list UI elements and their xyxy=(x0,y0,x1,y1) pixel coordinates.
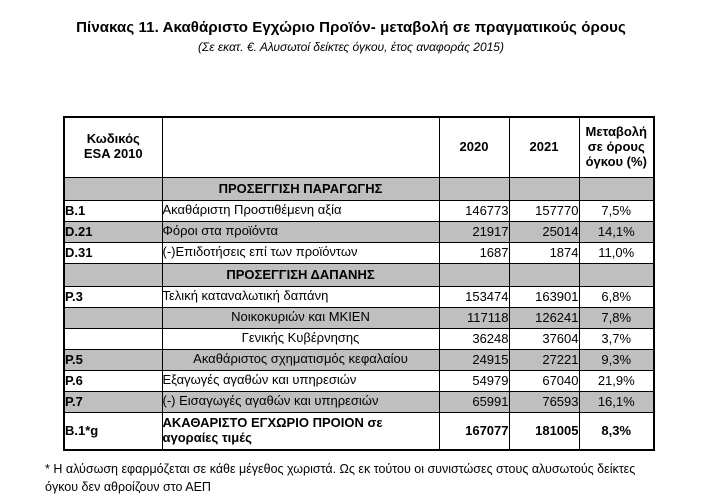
table-row: P.6 Εξαγωγές αγαθών και υπηρεσιών 54979 … xyxy=(63,369,655,392)
change-cell: 21,9% xyxy=(578,369,655,392)
description-cell: Φόροι στα προϊόντα xyxy=(161,220,440,243)
value-2021-cell xyxy=(508,176,580,201)
change-cell: 16,1% xyxy=(578,390,655,413)
value-2020-cell: 54979 xyxy=(438,369,510,392)
value-2021-cell: 157770 xyxy=(508,199,580,222)
esa-code-cell: P.5 xyxy=(63,348,163,371)
page-subtitle: (Σε εκατ. €. Αλυσωτοί δείκτες όγκου, έτο… xyxy=(198,40,504,54)
table-row: D.21 Φόροι στα προϊόντα 21917 25014 14,1… xyxy=(63,220,655,243)
description-cell: Νοικοκυριών και ΜΚΙΕΝ xyxy=(161,306,440,329)
value-2020-cell: 36248 xyxy=(438,327,510,350)
header-description xyxy=(161,116,440,178)
table-row: Γενικής Κυβέρνησης 36248 37604 3,7% xyxy=(63,327,655,350)
value-2020-cell xyxy=(438,262,510,287)
esa-code-cell xyxy=(63,306,163,329)
table-row: P.5 Ακαθάριστος σχηματισμός κεφαλαίου 24… xyxy=(63,348,655,371)
description-cell: (-) Εισαγωγές αγαθών και υπηρεσιών xyxy=(161,390,440,413)
value-2020-cell: 24915 xyxy=(438,348,510,371)
esa-code-cell: P.6 xyxy=(63,369,163,392)
gdp-total-row: B.1*g ΑΚΑΘΑΡΙΣΤΟ ΕΓΧΩΡΙΟ ΠΡΟΙΟΝ σε αγορα… xyxy=(63,411,655,451)
change-cell: 7,5% xyxy=(578,199,655,222)
value-2021-cell xyxy=(508,262,580,287)
esa-code-cell xyxy=(63,176,163,201)
page-title: Πίνακας 11. Ακαθάριστο Εγχώριο Προϊόν- μ… xyxy=(76,19,626,36)
footnote: * Η αλύσωση εφαρμόζεται σε κάθε μέγεθος … xyxy=(45,462,636,495)
description-cell: Ακαθάριστη Προστιθέμενη αξία xyxy=(161,199,440,222)
esa-code-cell: P.3 xyxy=(63,285,163,308)
change-cell: 7,8% xyxy=(578,306,655,329)
section-label: ΠΡΟΣΕΓΓΙΣΗ ΔΑΠΑΝΗΣ xyxy=(161,262,440,287)
section-label: ΠΡΟΣΕΓΓΙΣΗ ΠΑΡΑΓΩΓΗΣ xyxy=(161,176,440,201)
esa-code-cell: D.31 xyxy=(63,241,163,264)
esa-code-cell xyxy=(63,327,163,350)
change-cell: 3,7% xyxy=(578,327,655,350)
value-2020-cell: 153474 xyxy=(438,285,510,308)
value-2021-cell: 163901 xyxy=(508,285,580,308)
header-2021: 2021 xyxy=(508,116,580,178)
value-2020-cell: 1687 xyxy=(438,241,510,264)
description-cell: ΑΚΑΘΑΡΙΣΤΟ ΕΓΧΩΡΙΟ ΠΡΟΙΟΝ σε αγοραίες τι… xyxy=(161,411,440,451)
description-cell: Τελική καταναλωτική δαπάνη xyxy=(161,285,440,308)
change-cell: 8,3% xyxy=(578,411,655,451)
description-cell: Ακαθάριστος σχηματισμός κεφαλαίου xyxy=(161,348,440,371)
description-cell: Γενικής Κυβέρνησης xyxy=(161,327,440,350)
value-2020-cell xyxy=(438,176,510,201)
table-row: D.31 (-)Επιδοτήσεις επί των προϊόντων 16… xyxy=(63,241,655,264)
gdp-table: Κωδικός ESA 2010 2020 2021 Μεταβολή σε ό… xyxy=(63,116,655,451)
section-row-production: ΠΡΟΣΕΓΓΙΣΗ ΠΑΡΑΓΩΓΗΣ xyxy=(63,176,655,201)
value-2020-cell: 167077 xyxy=(438,411,510,451)
value-2021-cell: 76593 xyxy=(508,390,580,413)
table-row: P.7 (-) Εισαγωγές αγαθών και υπηρεσιών 6… xyxy=(63,390,655,413)
esa-code-cell: B.1 xyxy=(63,199,163,222)
change-cell: 6,8% xyxy=(578,285,655,308)
header-esa-code: Κωδικός ESA 2010 xyxy=(63,116,163,178)
section-row-expenditure: ΠΡΟΣΕΓΓΙΣΗ ΔΑΠΑΝΗΣ xyxy=(63,262,655,287)
change-cell: 14,1% xyxy=(578,220,655,243)
value-2021-cell: 27221 xyxy=(508,348,580,371)
table-row: Νοικοκυριών και ΜΚΙΕΝ 117118 126241 7,8% xyxy=(63,306,655,329)
table-header-row: Κωδικός ESA 2010 2020 2021 Μεταβολή σε ό… xyxy=(63,116,655,178)
header-2020: 2020 xyxy=(438,116,510,178)
table-row: B.1 Ακαθάριστη Προστιθέμενη αξία 146773 … xyxy=(63,199,655,222)
esa-code-cell: D.21 xyxy=(63,220,163,243)
esa-code-cell xyxy=(63,262,163,287)
value-2021-cell: 67040 xyxy=(508,369,580,392)
value-2020-cell: 21917 xyxy=(438,220,510,243)
value-2021-cell: 1874 xyxy=(508,241,580,264)
value-2021-cell: 25014 xyxy=(508,220,580,243)
value-2020-cell: 65991 xyxy=(438,390,510,413)
value-2021-cell: 37604 xyxy=(508,327,580,350)
value-2020-cell: 117118 xyxy=(438,306,510,329)
description-cell: (-)Επιδοτήσεις επί των προϊόντων xyxy=(161,241,440,264)
change-cell xyxy=(578,262,655,287)
change-cell xyxy=(578,176,655,201)
value-2021-cell: 126241 xyxy=(508,306,580,329)
description-cell: Εξαγωγές αγαθών και υπηρεσιών xyxy=(161,369,440,392)
value-2021-cell: 181005 xyxy=(508,411,580,451)
esa-code-cell: P.7 xyxy=(63,390,163,413)
table-row: P.3 Τελική καταναλωτική δαπάνη 153474 16… xyxy=(63,285,655,308)
esa-code-cell: B.1*g xyxy=(63,411,163,451)
change-cell: 11,0% xyxy=(578,241,655,264)
change-cell: 9,3% xyxy=(578,348,655,371)
header-volume-change: Μεταβολή σε όρους όγκου (%) xyxy=(578,116,655,178)
value-2020-cell: 146773 xyxy=(438,199,510,222)
